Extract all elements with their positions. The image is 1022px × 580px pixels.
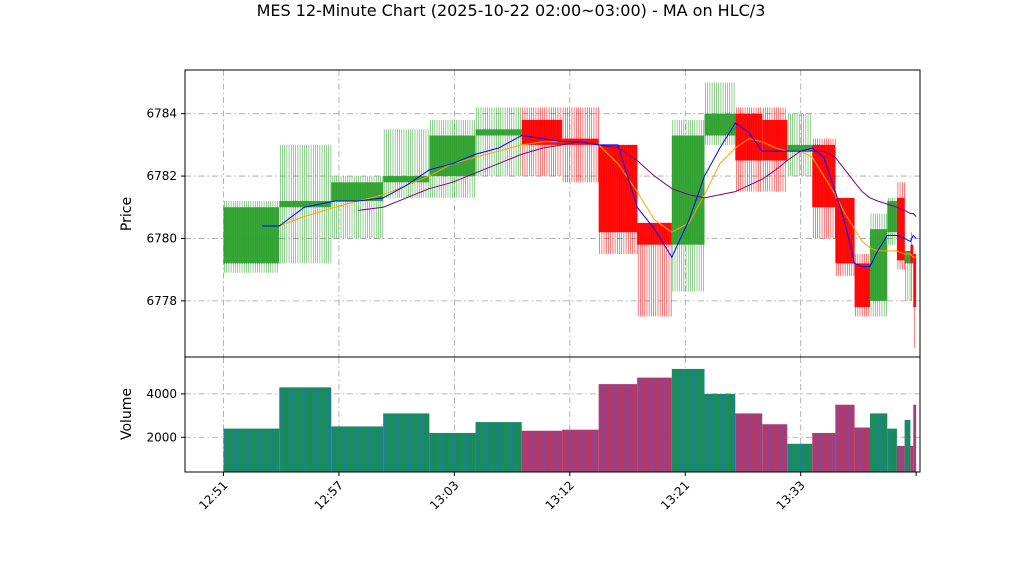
volume-bar [904,419,911,472]
candle-body [896,197,905,261]
candle [913,254,917,348]
ma-mid-line [279,138,917,258]
volume-bar [869,413,888,472]
candle-body [598,144,638,233]
candle [562,107,599,183]
candle-body [787,144,813,152]
volume-bar-fill [887,428,897,472]
volume-bar-fill [331,426,384,472]
volume-tick-label: 2000 [146,430,177,444]
volume-bar [762,424,788,472]
volume-bar-fill [223,428,280,472]
volume-bar [704,393,736,472]
candle [910,232,914,301]
candle [279,144,332,264]
volume-bar [854,427,870,472]
volume-bar [521,430,563,472]
volume-bar-fill [429,432,476,472]
volume-bar [383,413,430,472]
candle [704,82,736,145]
volume-bar-fill [279,387,332,472]
price-panel [185,70,920,357]
candle [637,222,672,317]
candle [331,176,384,239]
volume-tick-label: 4000 [146,387,177,401]
candle [223,201,280,273]
candle-body [913,254,917,308]
volume-bar-fill [787,443,813,472]
volume-bar-fill [383,413,430,472]
volume-bar-fill [637,377,672,472]
candle-body [869,229,888,301]
volume-axis-label: Volume [119,388,135,440]
candle [383,129,430,198]
volume-bar-fill [598,384,638,472]
candle [762,107,788,192]
candle [429,119,476,198]
volume-bar-fill [835,404,855,472]
candle-body [904,250,911,264]
candle-body [735,113,763,161]
candle-body [223,207,280,264]
candle [854,254,870,317]
volume-bar [223,428,280,472]
candle [787,113,813,177]
volume-bar [887,428,897,472]
candle [904,250,911,301]
ma-fast-line [261,122,917,268]
candle-body [279,201,332,208]
candle [598,144,638,255]
volume-panel [185,357,920,472]
volume-bar [896,445,905,472]
candle [835,197,855,276]
volume-bar [787,443,813,472]
ma-slow-line [358,141,917,217]
volume-bar-fill [904,419,911,472]
price-tick-label: 6782 [146,169,177,183]
candle-body [429,135,476,177]
volume-bar [910,445,914,472]
volume-bar-fill [671,368,705,472]
volume-bar [735,413,763,472]
volume-bar-fill [762,424,788,472]
candle-body [835,197,855,264]
volume-bar [475,422,522,472]
candle-body [475,129,522,136]
volume-bar-fill [562,429,599,472]
volume-bar [279,387,332,472]
candle-body [331,182,384,202]
candle-body [762,119,788,161]
candle [735,107,763,192]
candle-body [887,201,897,233]
chart-title: MES 12-Minute Chart (2025-10-22 02:00~03… [257,1,766,20]
price-tick-label: 6780 [146,231,177,245]
volume-bar [671,368,705,472]
volume-bar [812,432,836,472]
volume-bar-fill [869,413,888,472]
volume-bar [598,384,638,472]
volume-bar-fill [475,422,522,472]
candle [869,213,888,317]
candle-body [637,222,672,245]
volume-bar [637,377,672,472]
volume-bar [429,432,476,472]
volume-bar [913,404,917,472]
candle-body [704,113,736,136]
volume-bar [331,426,384,472]
price-tick-label: 6778 [146,294,177,308]
price-axis-label: Price [119,197,135,231]
candle [896,182,905,270]
candle-body [910,244,914,264]
volume-bar [562,429,599,472]
volume-bar [835,404,855,472]
volume-bar-fill [735,413,763,472]
volume-frame [184,356,921,473]
candle-body [383,176,430,183]
price-tick-label: 6784 [146,107,177,121]
candle-body [854,263,870,308]
